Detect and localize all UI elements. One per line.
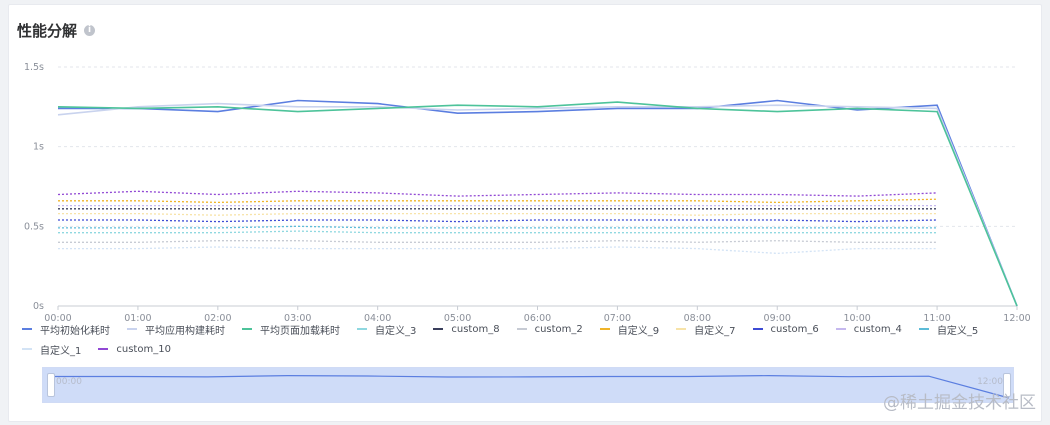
legend-item[interactable]: custom_4 [835, 322, 902, 336]
x-tick-label: 08:00 [684, 313, 711, 324]
zoom-handle-left[interactable] [47, 373, 55, 397]
series-line [57, 101, 1018, 307]
legend-label: 自定义_3 [375, 325, 417, 337]
zoom-end-label: 12:00 [977, 377, 1003, 387]
legend-swatch [98, 348, 109, 350]
legend-swatch [516, 328, 527, 330]
legend-item[interactable]: 自定义_9 [599, 322, 660, 337]
legend-label: 平均应用构建耗时 [145, 325, 225, 337]
legend-label: 自定义_7 [694, 325, 736, 337]
x-tick-label: 01:00 [124, 313, 151, 324]
series-line [58, 240, 938, 243]
legend-swatch [835, 328, 846, 330]
legend-label: 自定义_1 [40, 345, 82, 357]
y-tick-label: 0s [33, 301, 44, 312]
x-tick-label: 06:00 [524, 313, 551, 324]
x-tick-label: 07:00 [604, 313, 631, 324]
page-title: 性能分解 [17, 22, 78, 40]
series-line [58, 198, 938, 204]
x-tick-label: 10:00 [843, 313, 870, 324]
legend-label: 平均初始化耗时 [40, 325, 110, 337]
zoom-preview-path [47, 374, 1010, 399]
chart-legend: 平均初始化耗时 平均应用构建耗时 平均页面加载耗时 自定义_3 custom_8 cust… [22, 322, 1032, 357]
zoom-slider[interactable]: 00:00 12:00 [42, 367, 1014, 403]
zoom-handle-right[interactable] [1003, 373, 1011, 397]
y-tick-label: 1s [33, 142, 44, 153]
legend-swatch [433, 328, 444, 330]
zoom-selection[interactable] [43, 368, 1013, 402]
legend-item[interactable]: custom_2 [516, 322, 583, 336]
series-line [58, 219, 938, 223]
legend-label: 自定义_9 [617, 325, 660, 337]
legend-label: 平均页面加载耗时 [260, 325, 340, 337]
legend-swatch [127, 328, 137, 330]
legend-swatch [918, 328, 929, 330]
info-icon[interactable]: i [84, 25, 96, 36]
legend-swatch [599, 328, 610, 330]
legend-label: custom_2 [534, 323, 583, 335]
legend-item[interactable]: 自定义_1 [22, 342, 82, 357]
x-tick-label: 05:00 [444, 313, 471, 324]
legend-item[interactable]: custom_10 [98, 342, 171, 356]
legend-item[interactable]: custom_8 [433, 322, 500, 336]
legend-item[interactable]: 自定义_5 [918, 322, 979, 337]
legend-item[interactable]: 平均页面加载耗时 [242, 322, 340, 337]
zoom-start-label: 00:00 [56, 377, 82, 387]
legend-label: custom_6 [770, 323, 819, 335]
legend-swatch [22, 348, 32, 350]
legend-item[interactable]: 平均初始化耗时 [22, 322, 110, 337]
x-tick-label: 03:00 [284, 313, 311, 324]
legend-item[interactable]: custom_6 [752, 322, 819, 336]
legend-label: custom_4 [853, 323, 902, 335]
zoom-preview-line [47, 374, 1010, 399]
legend-item[interactable]: 自定义_7 [676, 322, 736, 337]
series-line [57, 102, 1018, 307]
x-tick-label: 11:00 [923, 313, 950, 324]
x-tick-label: 09:00 [764, 313, 791, 324]
legend-label: custom_10 [116, 343, 171, 355]
y-tick-label: 0.5s [24, 221, 44, 232]
series-line [58, 246, 938, 255]
series-line [58, 212, 938, 216]
x-tick-label: 02:00 [204, 313, 231, 324]
performance-card [8, 4, 1042, 422]
legend-swatch [676, 328, 687, 330]
legend-item[interactable]: 平均应用构建耗时 [127, 322, 225, 337]
x-tick-label: 12:00 [1003, 313, 1030, 324]
legend-label: custom_8 [451, 323, 500, 335]
legend-swatch [752, 328, 763, 330]
series-line [58, 225, 938, 229]
legend-swatch [242, 328, 252, 330]
legend-item[interactable]: 自定义_3 [357, 322, 417, 337]
card-header: 性能分解 i [17, 20, 96, 41]
x-tick-label: 00:00 [44, 313, 71, 324]
legend-swatch [22, 328, 32, 330]
legend-swatch [357, 328, 367, 330]
series-line [58, 230, 938, 234]
series-line [58, 99, 1018, 307]
x-tick-label: 04:00 [364, 313, 391, 324]
series-line [57, 190, 938, 197]
legend-label: 自定义_5 [936, 325, 979, 337]
watermark: @稀土掘金技术社区 [883, 393, 1036, 413]
y-tick-label: 1.5s [24, 62, 44, 73]
